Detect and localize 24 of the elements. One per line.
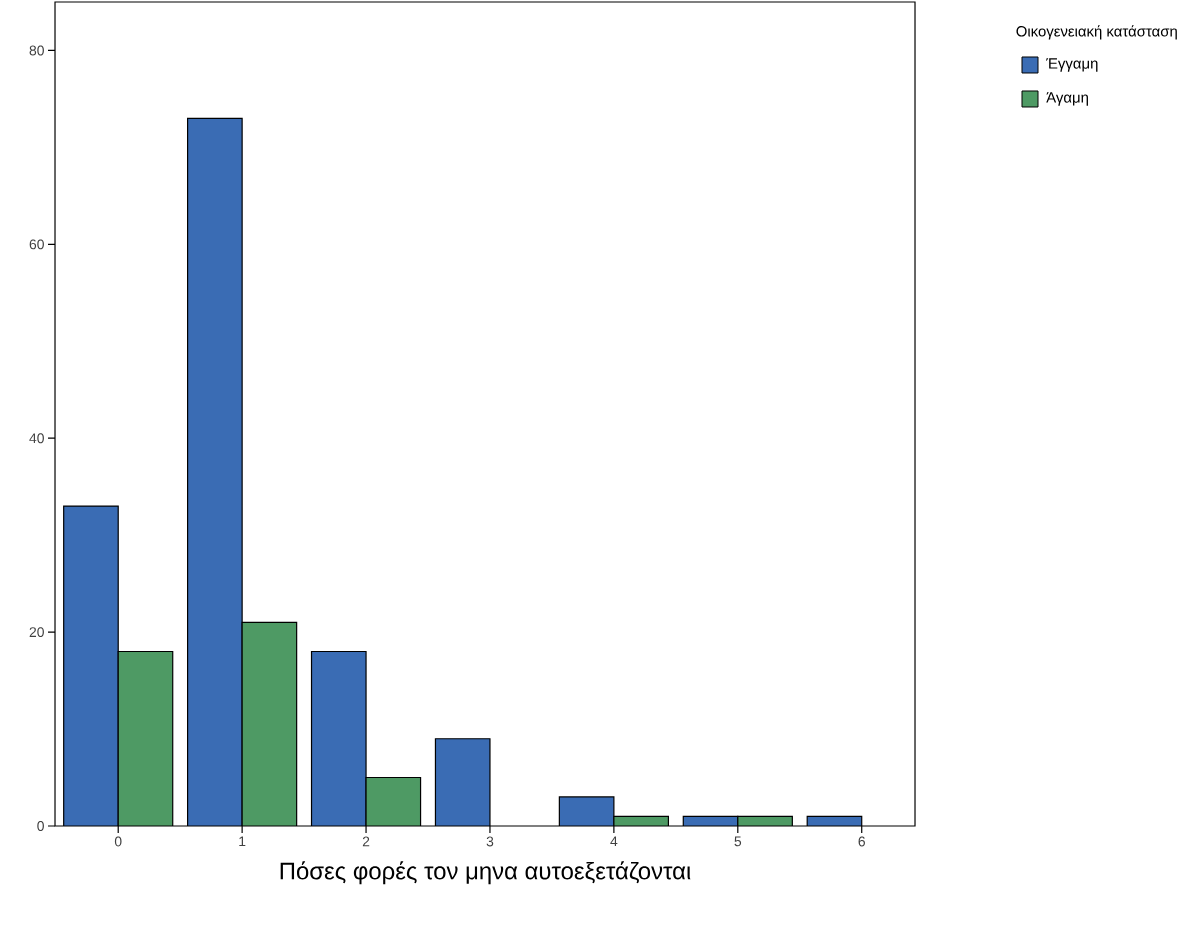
bar	[311, 651, 367, 826]
x-tick-label: 5	[734, 836, 742, 847]
bar	[187, 118, 243, 826]
legend-label: Έγγαμη	[1046, 58, 1098, 72]
x-tick-label: 4	[610, 836, 618, 847]
x-tick-label: 1	[239, 836, 246, 847]
x-tick-label: 2	[362, 836, 370, 847]
x-tick-label: 6	[858, 836, 865, 847]
bar	[558, 796, 615, 826]
x-tick-label: 0	[114, 836, 122, 847]
y-tick-label: 80	[29, 45, 44, 56]
x-axis-title: Πόσες φορές τον μηνα αυτοεξετάζονται	[280, 861, 691, 885]
legend-label: Άγαμη	[1046, 92, 1088, 106]
bar	[242, 622, 297, 826]
y-tick-label: 60	[29, 239, 44, 250]
legend-title: Οικογενειακή κατάσταση	[1016, 25, 1177, 40]
x-tick-label: 3	[486, 836, 494, 847]
bar	[118, 651, 173, 826]
y-tick-label: 20	[29, 627, 44, 638]
y-tick-label: 40	[29, 433, 44, 444]
bar	[63, 506, 119, 826]
y-tick-label: 0	[37, 821, 44, 831]
bar	[435, 738, 490, 826]
bar	[366, 777, 421, 826]
